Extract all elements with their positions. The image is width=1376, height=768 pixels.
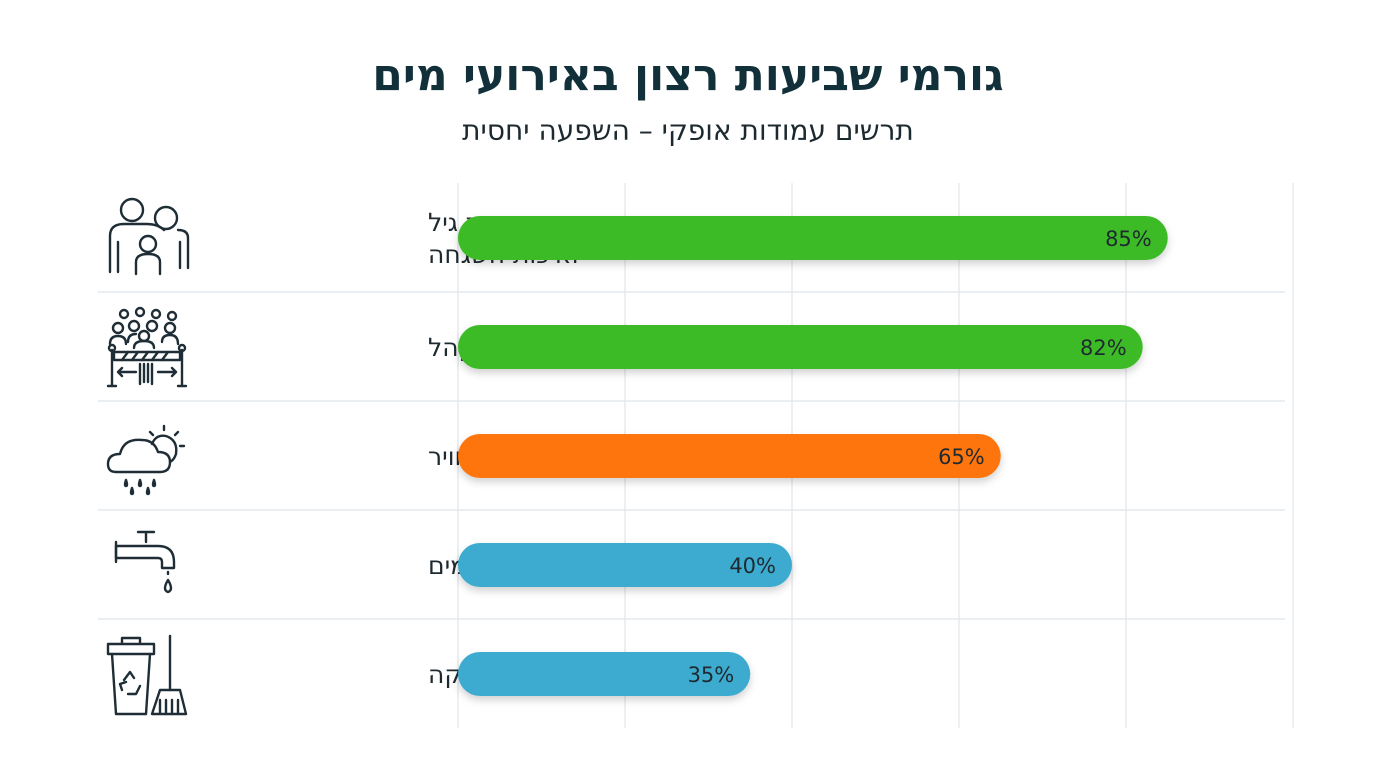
trash-broom-icon bbox=[106, 634, 188, 716]
bar bbox=[458, 325, 1143, 369]
bar bbox=[458, 652, 751, 696]
data-label: 40% bbox=[729, 554, 776, 578]
water-tap-icon bbox=[114, 530, 176, 594]
bar bbox=[458, 543, 792, 587]
data-label: 82% bbox=[1080, 336, 1127, 360]
data-label: 85% bbox=[1105, 227, 1152, 251]
chart-title: גורמי שביעות רצון באירועי מים bbox=[372, 50, 1004, 101]
weather-cloud-sun-rain-icon bbox=[106, 424, 186, 496]
bar bbox=[458, 216, 1168, 260]
data-label: 35% bbox=[688, 663, 735, 687]
family-icon bbox=[108, 197, 190, 276]
crowd-barrier-icon bbox=[106, 306, 188, 388]
chart-subtitle: תרשים עמודות אופקי – השפעה יחסית bbox=[462, 114, 914, 147]
bar bbox=[458, 434, 1001, 478]
data-label: 65% bbox=[938, 445, 985, 469]
